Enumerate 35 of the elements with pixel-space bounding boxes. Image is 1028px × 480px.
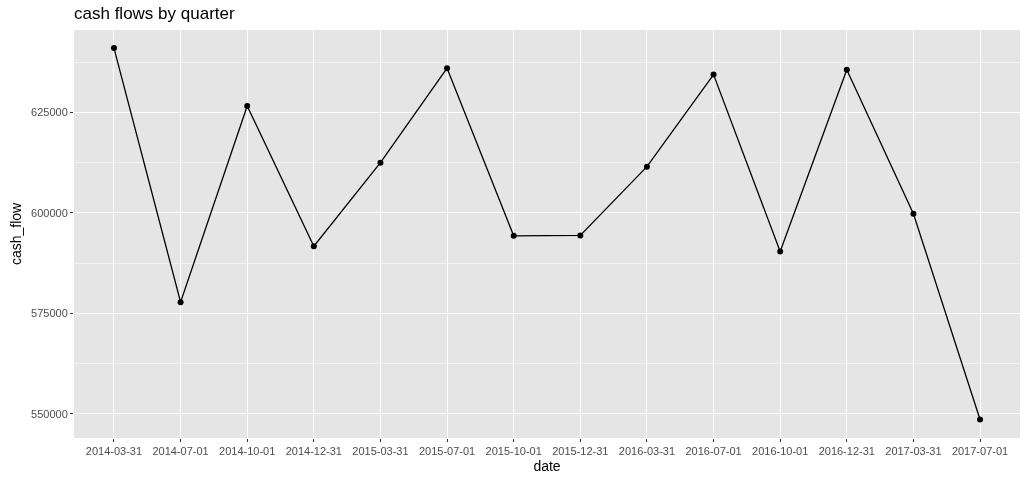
x-tick-label: 2017-03-31	[885, 445, 942, 458]
x-tick-label: 2014-10-01	[219, 445, 276, 458]
point	[977, 416, 984, 423]
y-tick-label: 550000	[31, 407, 68, 420]
point	[910, 210, 917, 217]
point	[510, 232, 517, 239]
point	[377, 159, 384, 166]
point	[310, 243, 317, 250]
x-tick-label: 2014-12-31	[285, 445, 342, 458]
point	[777, 248, 784, 255]
x-tick-label: 2017-07-01	[951, 445, 1009, 458]
y-axis-title: cash_flow	[7, 201, 24, 266]
point	[244, 102, 251, 109]
x-tick-label: 2014-03-31	[85, 445, 143, 458]
point	[444, 65, 451, 72]
x-tick-label: 2016-03-31	[618, 445, 676, 458]
point	[110, 45, 117, 52]
x-tick-label: 2016-12-31	[818, 445, 875, 458]
point	[577, 232, 584, 239]
x-tick-label: 2015-07-01	[418, 445, 476, 458]
point	[843, 66, 850, 73]
x-tick-label: 2016-10-01	[752, 445, 809, 458]
x-tick-label: 2015-10-01	[485, 445, 542, 458]
y-tick-label: 625000	[31, 106, 68, 119]
y-tick-label: 600000	[31, 206, 68, 219]
y-tick-label: 575000	[31, 307, 68, 320]
point	[643, 163, 650, 170]
point	[177, 299, 184, 306]
x-tick-label: 2016-07-01	[685, 445, 742, 458]
point	[710, 71, 717, 78]
x-tick-label: 2015-03-31	[352, 445, 409, 458]
chart-title: cash flows by quarter	[74, 4, 235, 24]
x-axis-title: date	[533, 457, 561, 474]
x-tick-label: 2014-07-01	[152, 445, 209, 458]
x-tick-label: 2015-12-31	[552, 445, 609, 458]
